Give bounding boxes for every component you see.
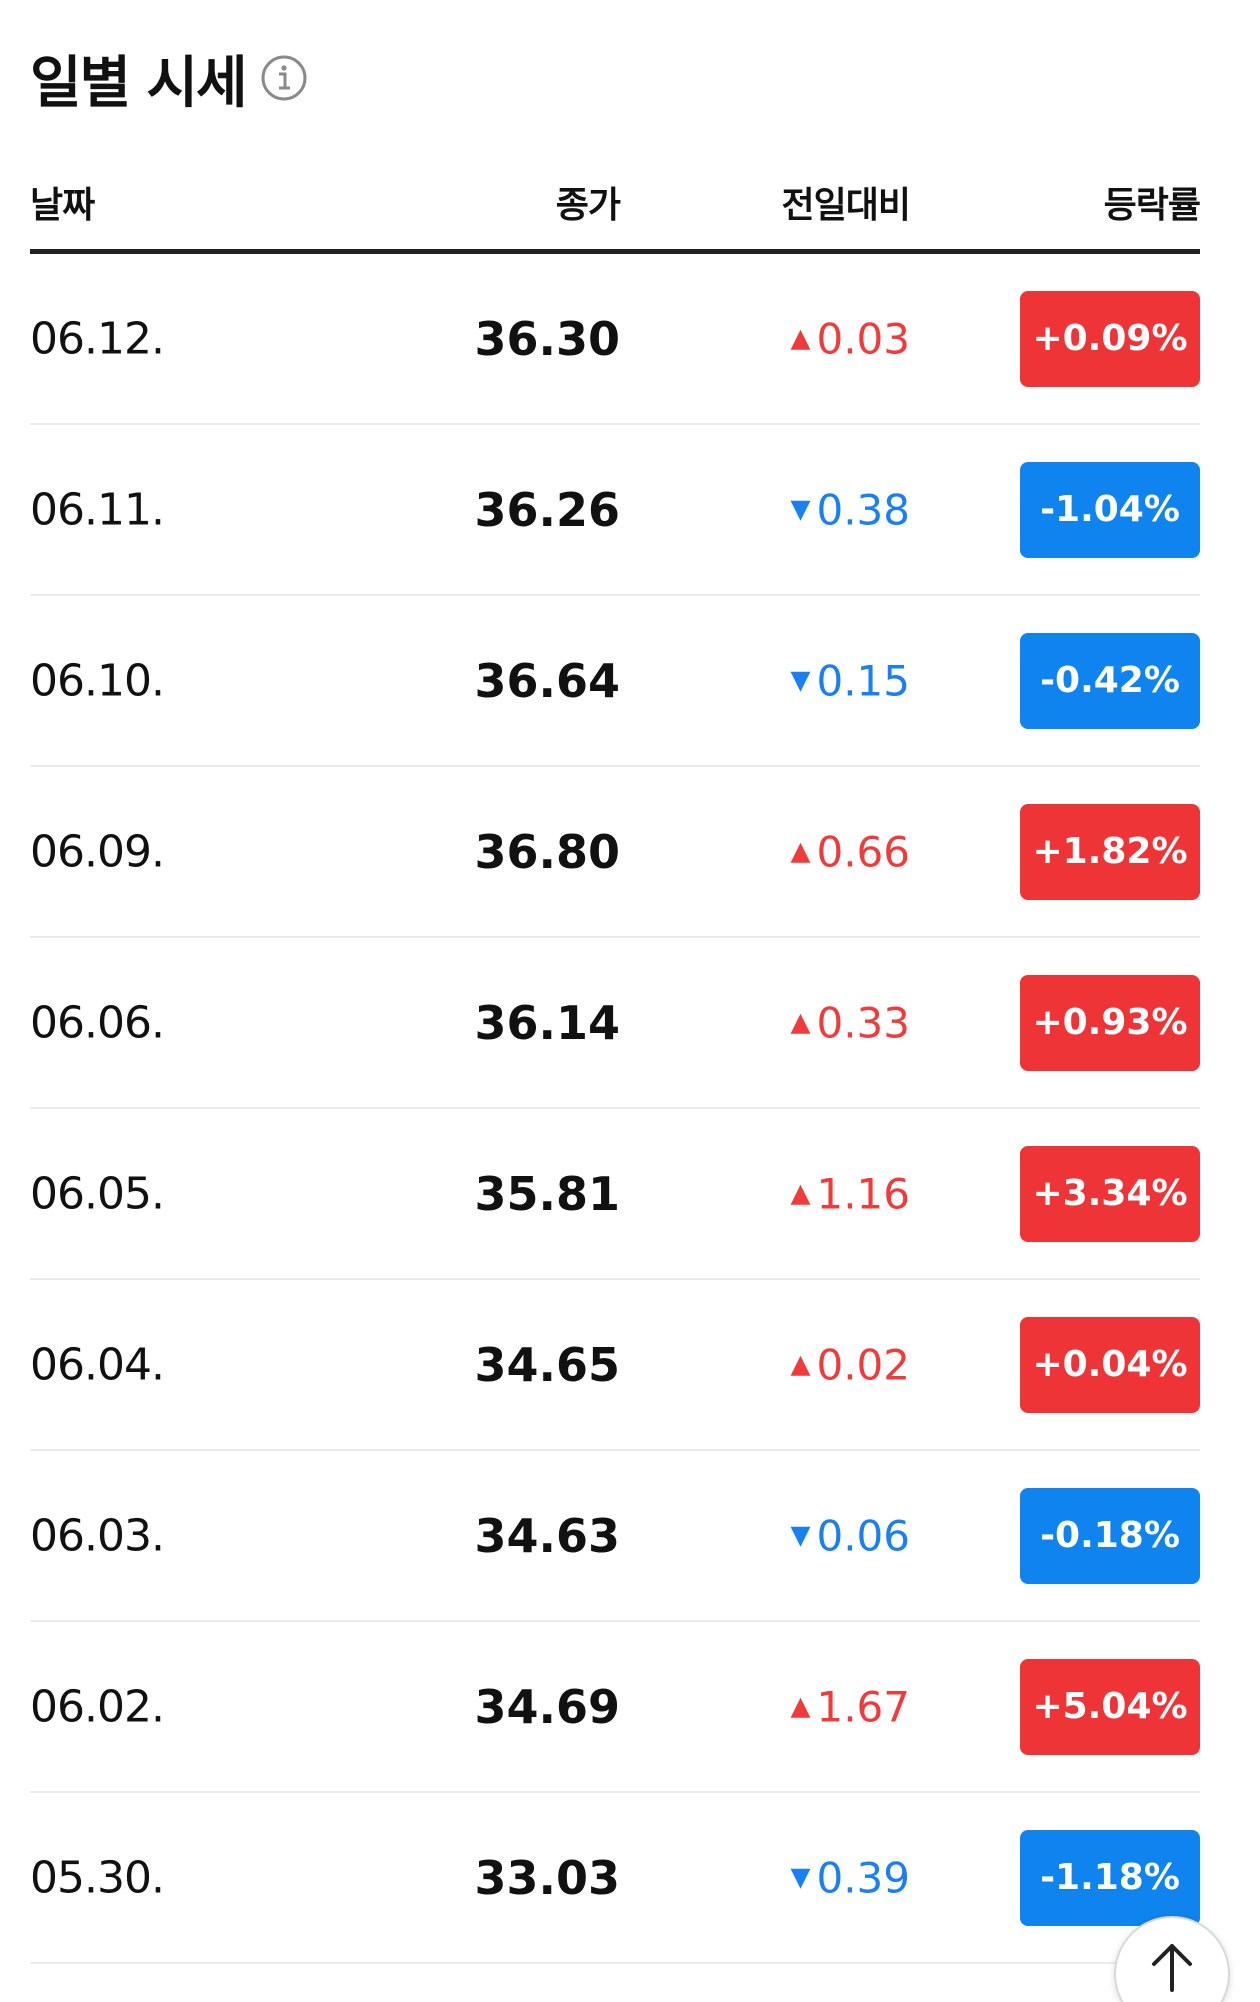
row-change-value: 0.02	[816, 1340, 910, 1389]
row-rate-badge: +0.93%	[1020, 974, 1200, 1071]
row-date: 06.12.	[30, 313, 165, 364]
table-row: 06.11. 36.26 ▼ 0.38 -1.04%	[30, 425, 1200, 596]
row-change-value: 0.66	[816, 827, 910, 876]
row-change-value: 0.06	[816, 1511, 910, 1560]
row-change: ▼ 0.38	[790, 485, 910, 534]
row-rate-badge: -1.18%	[1020, 1829, 1200, 1926]
table-row: 06.06. 36.14 ▲ 0.33 +0.93%	[30, 938, 1200, 1109]
row-close-price: 34.63	[474, 1508, 620, 1563]
row-change-value: 0.15	[816, 656, 910, 705]
row-change: ▲ 0.03	[790, 314, 910, 363]
row-change: ▼ 0.06	[790, 1511, 910, 1560]
row-close-price: 34.65	[474, 1337, 620, 1392]
row-change-value: 1.67	[816, 1682, 910, 1731]
row-date: 06.10.	[30, 655, 165, 706]
row-close-price: 36.26	[474, 482, 620, 537]
triangle-down-icon: ▼	[790, 494, 811, 525]
row-close-price: 35.81	[474, 1166, 620, 1221]
triangle-up-icon: ▲	[790, 836, 811, 867]
table-row: 06.02. 34.69 ▲ 1.67 +5.04%	[30, 1622, 1200, 1793]
table-row: 06.05. 35.81 ▲ 1.16 +3.34%	[30, 1109, 1200, 1280]
triangle-up-icon: ▲	[790, 1691, 811, 1722]
row-change: ▲ 0.33	[790, 998, 910, 1047]
page-title: 일별 시세	[30, 50, 248, 116]
row-rate-badge: +0.04%	[1020, 1316, 1200, 1413]
table-row: 06.12. 36.30 ▲ 0.03 +0.09%	[30, 254, 1200, 425]
row-change: ▲ 1.67	[790, 1682, 910, 1731]
row-change: ▲ 0.66	[790, 827, 910, 876]
column-header-date: 날짜	[30, 185, 95, 226]
daily-price-table: 날짜 종가 전일대비 등락률 06.12. 36.30 ▲ 0.03 +0.09% 06.…	[30, 170, 1201, 1964]
table-row: 06.04. 34.65 ▲ 0.02 +0.04%	[30, 1280, 1200, 1451]
table-row: 06.03. 34.63 ▼ 0.06 -0.18%	[30, 1451, 1200, 1622]
row-date: 06.11.	[30, 484, 165, 535]
arrow-up-icon	[1152, 1944, 1192, 1992]
triangle-down-icon: ▼	[790, 1862, 811, 1893]
row-rate-badge: -0.42%	[1020, 632, 1200, 729]
row-date: 06.06.	[30, 997, 165, 1048]
triangle-up-icon: ▲	[790, 1178, 811, 1209]
row-date: 06.02.	[30, 1681, 165, 1732]
triangle-down-icon: ▼	[790, 665, 811, 696]
row-close-price: 34.69	[474, 1679, 620, 1734]
row-change-value: 0.03	[816, 314, 910, 363]
row-change: ▼ 0.39	[790, 1853, 910, 1902]
triangle-up-icon: ▲	[790, 1349, 811, 1380]
row-rate-badge: +1.82%	[1020, 803, 1200, 900]
triangle-up-icon: ▲	[790, 323, 811, 354]
row-close-price: 36.64	[474, 653, 620, 708]
column-header-change: 전일대비	[781, 185, 911, 226]
table-row: 06.10. 36.64 ▼ 0.15 -0.42%	[30, 596, 1200, 767]
row-change: ▲ 0.02	[790, 1340, 910, 1389]
table-row: 05.30. 33.03 ▼ 0.39 -1.18%	[30, 1793, 1200, 1964]
row-change-value: 0.39	[816, 1853, 910, 1902]
column-header-close: 종가	[555, 185, 621, 226]
triangle-up-icon: ▲	[790, 1007, 811, 1038]
triangle-down-icon: ▼	[790, 1520, 811, 1551]
row-date: 06.03.	[30, 1510, 165, 1561]
row-close-price: 36.14	[474, 995, 620, 1050]
row-rate-badge: +3.34%	[1020, 1145, 1200, 1242]
row-change: ▼ 0.15	[790, 656, 910, 705]
row-date: 06.04.	[30, 1339, 165, 1390]
row-rate-badge: -0.18%	[1020, 1487, 1200, 1584]
row-rate-badge: -1.04%	[1020, 461, 1200, 558]
scroll-to-top-button[interactable]	[1114, 1916, 1230, 2002]
row-rate-badge: +0.09%	[1020, 290, 1200, 387]
row-date: 05.30.	[30, 1852, 165, 1903]
row-date: 06.05.	[30, 1168, 165, 1219]
row-close-price: 36.80	[474, 824, 620, 879]
row-change-value: 0.38	[816, 485, 910, 534]
table-header: 날짜 종가 전일대비 등락률	[30, 170, 1201, 254]
row-change-value: 1.16	[816, 1169, 910, 1218]
table-body: 06.12. 36.30 ▲ 0.03 +0.09% 06.11. 36.26 ▼ 0.38 -1…	[30, 254, 1200, 1964]
table-row: 06.09. 36.80 ▲ 0.66 +1.82%	[30, 767, 1200, 938]
row-change-value: 0.33	[816, 998, 910, 1047]
row-close-price: 33.03	[474, 1850, 620, 1905]
info-icon[interactable]	[260, 54, 308, 102]
row-close-price: 36.30	[474, 311, 620, 366]
row-date: 06.09.	[30, 826, 165, 877]
page-header: 일별 시세	[30, 46, 308, 116]
row-change: ▲ 1.16	[790, 1169, 910, 1218]
row-rate-badge: +5.04%	[1020, 1658, 1200, 1755]
column-header-rate: 등락률	[1103, 185, 1201, 226]
